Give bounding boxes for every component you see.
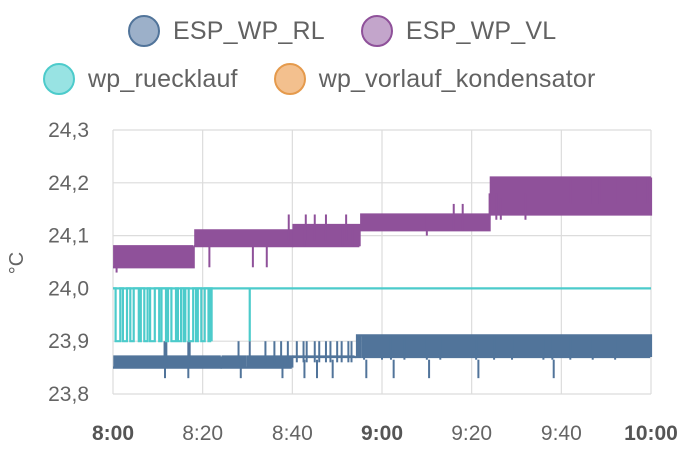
legend-swatch-wp-vorlauf-kondensator [273, 63, 306, 95]
x-tick-label: 8:40 [272, 422, 313, 445]
legend-item-wp-vorlauf-kondensator[interactable]: wp_vorlauf_kondensator [273, 63, 596, 95]
series-line-esp-wp-vl [292, 223, 361, 248]
x-tick-label: 8:00 [92, 422, 134, 445]
legend-item-esp-wp-rl[interactable]: ESP_WP_RL [128, 15, 325, 47]
legend-item-esp-wp-vl[interactable]: ESP_WP_VL [360, 15, 557, 47]
series-line-esp-wp-vl [489, 176, 653, 216]
x-axis-ticks: 8:00 8:20 8:40 9:00 9:20 9:40 10:00 [92, 422, 678, 445]
series-line-esp-wp-rl [113, 355, 222, 369]
legend-row-1: ESP_WP_RL ESP_WP_VL [128, 15, 556, 47]
y-axis-label: °C [6, 252, 28, 274]
legend-swatch-wp-ruecklauf [43, 63, 75, 95]
series-line-esp-wp-rl [220, 355, 294, 369]
y-tick-label: 23,9 [48, 330, 89, 353]
y-tick-label: 24,1 [48, 225, 89, 248]
legend-label-wp-vorlauf-kondensator: wp_vorlauf_kondensator [318, 64, 596, 93]
series-line-esp-wp-rl [355, 334, 653, 359]
y-tick-label: 24,2 [48, 172, 89, 195]
y-tick-label: 23,8 [48, 383, 89, 406]
series-line-esp-wp-rl [292, 355, 357, 359]
y-tick-label: 24,3 [48, 119, 89, 142]
legend-label-esp-wp-vl: ESP_WP_VL [405, 16, 557, 45]
y-axis-ticks: 23,8 23,9 24,0 24,1 24,2 24,3 [48, 119, 89, 406]
y-tick-label: 24,0 [48, 277, 89, 300]
x-tick-label: 9:20 [451, 422, 492, 445]
legend-row-2: wp_ruecklauf wp_vorlauf_kondensator [43, 63, 596, 95]
series-oscillation-wp-ruecklauf [113, 287, 213, 343]
series-layer [113, 176, 653, 379]
legend-item-wp-ruecklauf[interactable]: wp_ruecklauf [43, 63, 238, 95]
legend-label-esp-wp-rl: ESP_WP_RL [173, 16, 325, 45]
legend-label-wp-ruecklauf: wp_ruecklauf [88, 64, 238, 93]
x-tick-label: 10:00 [624, 422, 678, 445]
x-tick-label: 8:20 [182, 422, 223, 445]
x-tick-label: 9:00 [361, 422, 403, 445]
legend-swatch-esp-wp-vl [360, 15, 393, 47]
series-line-esp-wp-vl [193, 229, 294, 248]
series-line-esp-wp-vl [113, 245, 195, 269]
x-tick-label: 9:40 [541, 422, 582, 445]
legend-swatch-esp-wp-rl [128, 15, 160, 47]
series-line-esp-wp-vl [359, 213, 491, 232]
